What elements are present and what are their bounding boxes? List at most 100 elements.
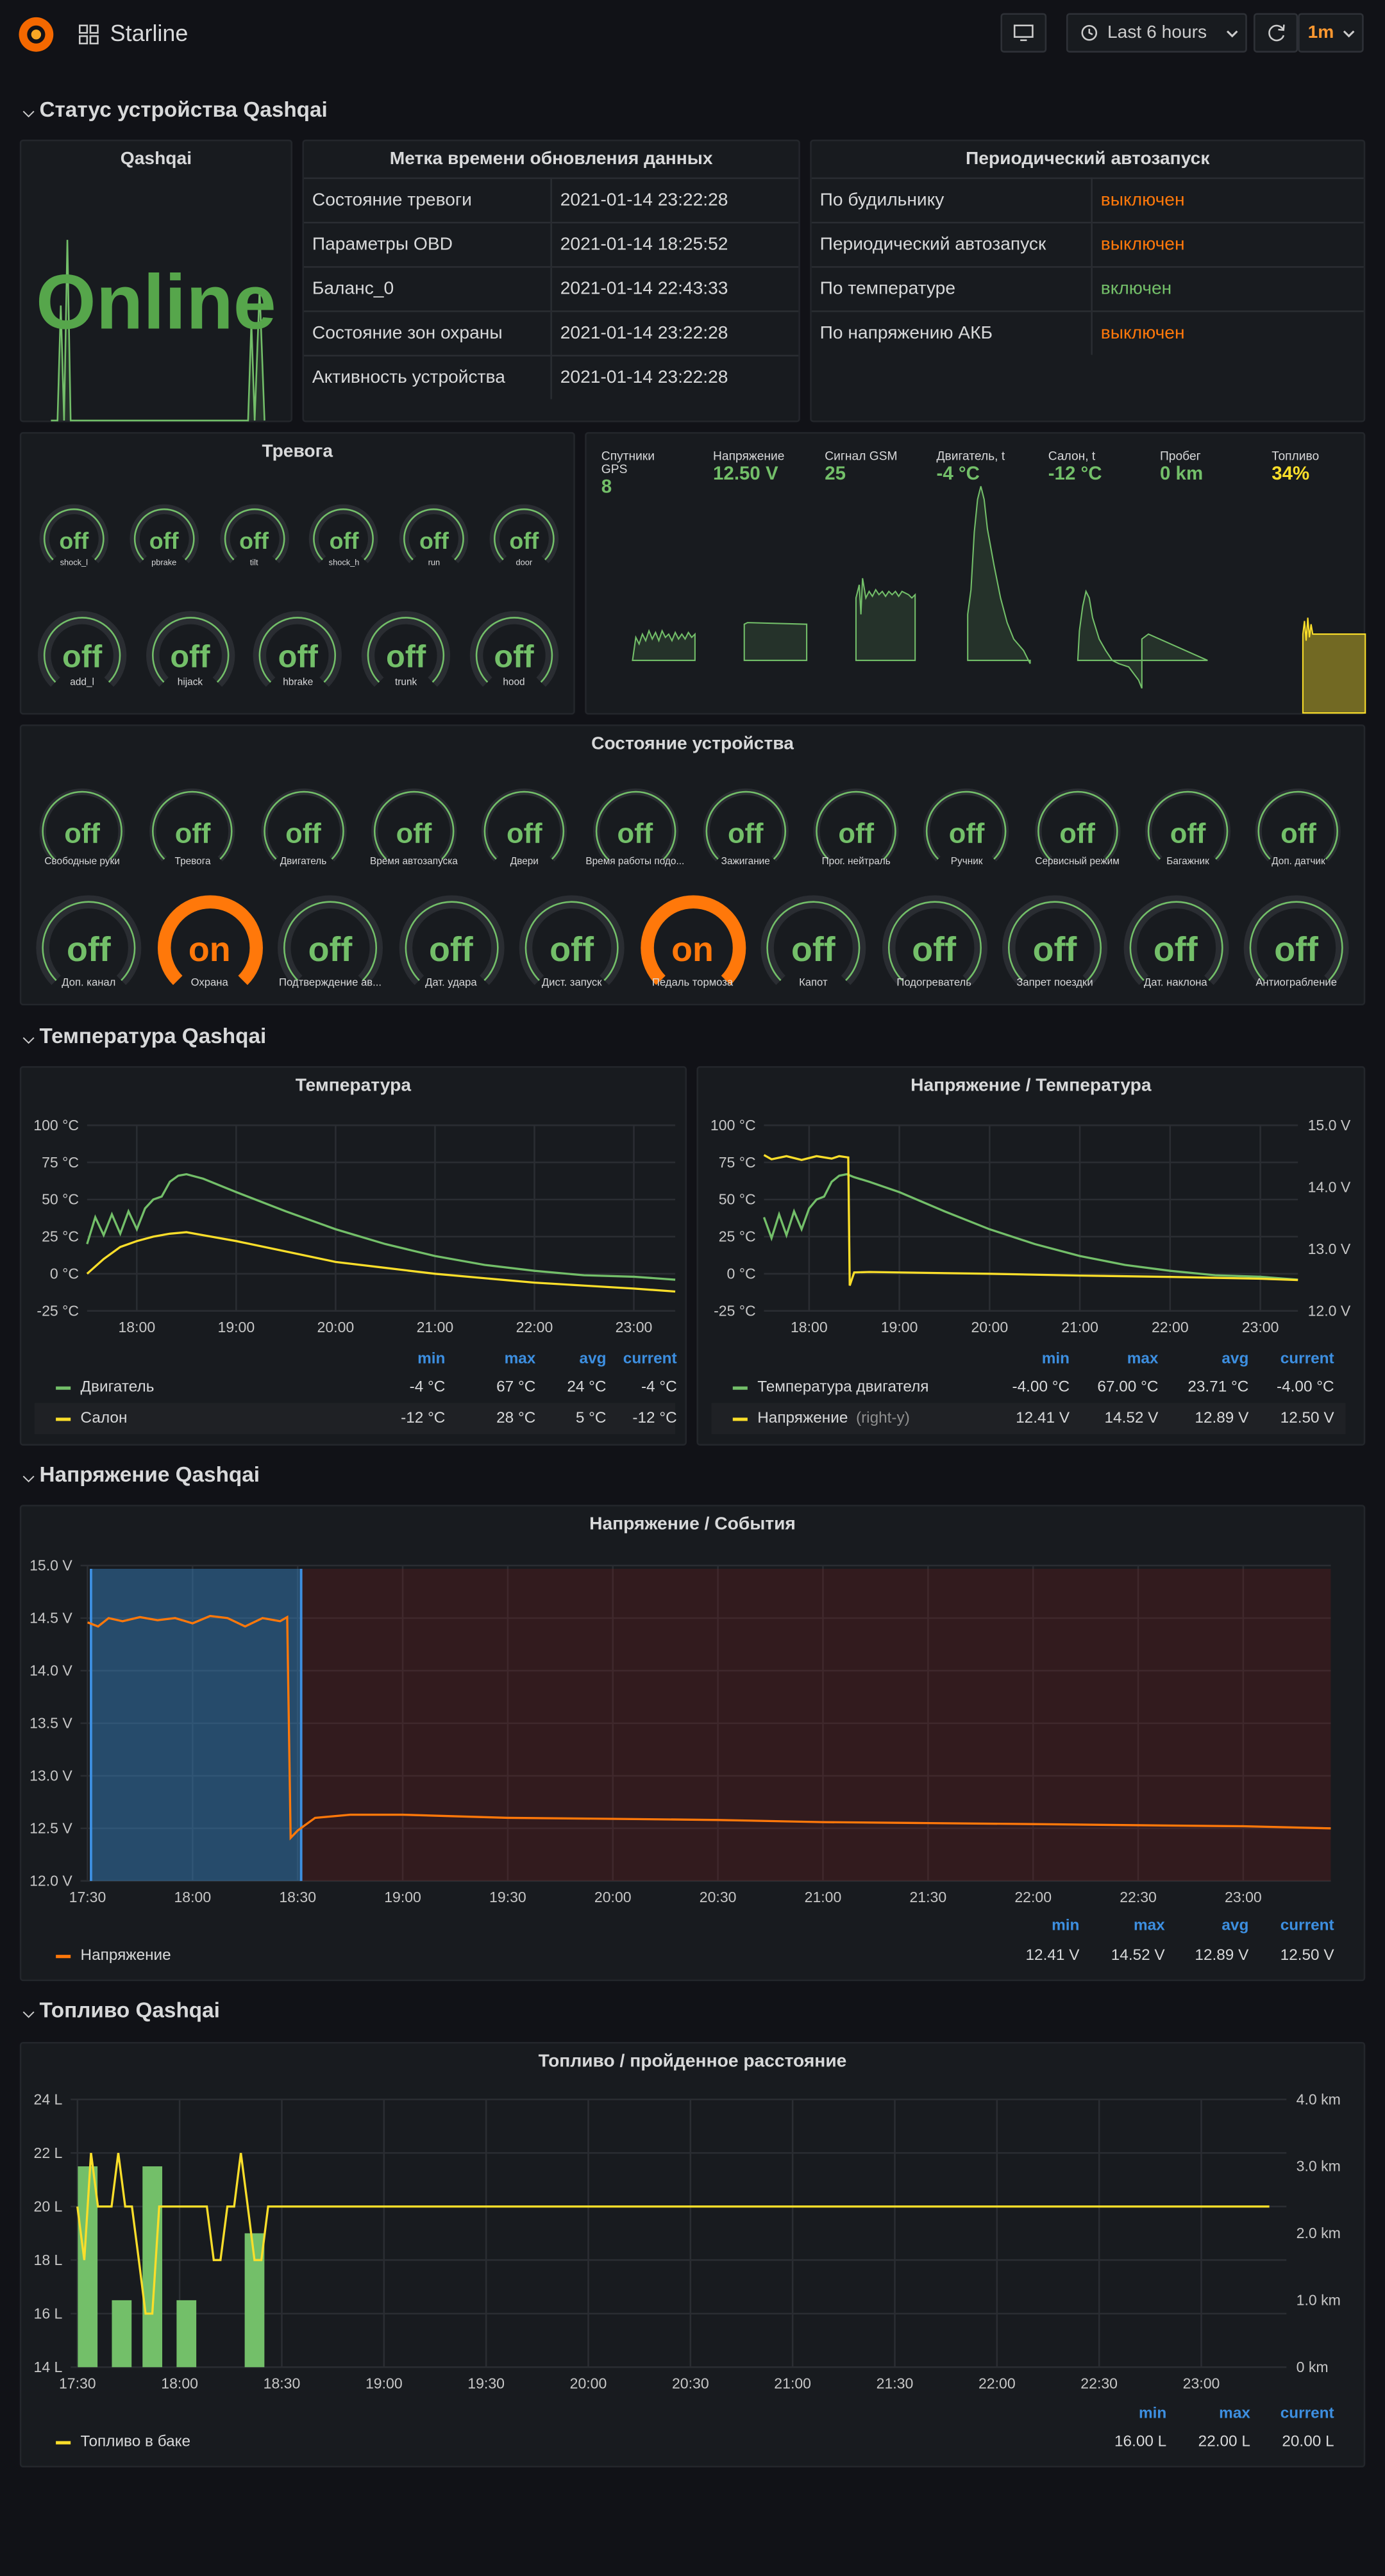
gauge-label: Прог. нейтраль [821,857,891,867]
gauge-value: off [278,640,318,676]
gauge-value: off [494,640,534,676]
series-line [87,1614,1331,1841]
dashboard-title[interactable]: Starline [110,19,189,46]
y-tick-label: 50 °C [719,1191,756,1208]
legend-value-min: -4.00 °C [1012,1378,1070,1396]
legend-series-name[interactable]: Температура двигателя [757,1378,929,1396]
gauge [489,504,559,564]
gauge-threshold [1258,790,1339,860]
timestamps-panel: Метка времени обновления данных Состояни… [302,139,800,422]
legend-series-name[interactable]: Салон [80,1409,128,1428]
panel-title: Метка времени обновления данных [389,149,713,169]
refresh-interval-picker[interactable]: 1m [1298,13,1364,53]
table-row: Периодический автозапуск выключен [811,221,1364,267]
legend-swatch[interactable] [56,1418,71,1421]
gauge-value: off [239,527,269,554]
qashqai-status-panel: Qashqai Online [19,139,293,422]
legend-series-name[interactable]: Напряжение [80,1946,171,1965]
legend-value-min: -12 °C [401,1409,446,1428]
monitor-icon [1013,24,1034,42]
legend-row-bg [711,1403,1346,1434]
gauge-threshold [594,790,676,860]
gauge-threshold [367,617,445,683]
row-label: По температуре [811,266,1093,312]
gauge-label: run [428,558,441,569]
gauge [1255,788,1341,862]
grafana-logo-icon[interactable] [15,13,58,56]
gauge-label: Антиограбление [1255,977,1337,989]
legend-series-name[interactable]: Топливо в баке [80,2432,191,2451]
legend-value-max: 28 °C [496,1409,536,1428]
panel-title: Напряжение / Температура [911,1076,1152,1096]
row-temperature-title[interactable]: ⌵ Температура Qashqai [23,1023,266,1048]
sparkline-gsm [855,578,916,662]
legend-value-current: -4 °C [641,1378,677,1396]
legend-row-bg [34,1403,676,1434]
legend-value-avg: 12.89 V [1195,1409,1249,1428]
tv-mode-button[interactable] [1000,13,1047,53]
gauge-label: Тревога [174,857,211,867]
gauge [881,895,987,985]
gauge-value: off [509,527,539,554]
row-label: Активность устройства [304,355,552,399]
gauge-threshold [43,508,105,560]
legend-swatch[interactable] [56,1386,71,1390]
legend-swatch[interactable] [56,2441,71,2445]
gauge [592,788,678,862]
y-tick-label: 75 °C [719,1154,756,1171]
timestamps-table: Состояние тревоги 2021-01-14 23:22:28 Пара… [304,177,799,399]
gauge-label: Охрана [190,977,228,989]
gauge [1034,788,1120,862]
legend-series-suffix: (right-y) [855,1409,910,1428]
row-voltage-title[interactable]: ⌵ Напряжение Qashqai [23,1462,260,1486]
table-row: По напряжению АКБ выключен [811,310,1364,355]
gauge-threshold [259,617,337,683]
row-fuel-title[interactable]: ⌵ Топливо Qashqai [23,1998,220,2022]
legend-swatch[interactable] [56,1955,71,1959]
panel-title: Температура [295,1076,412,1096]
y-tick-label: 14.0 V [29,1662,72,1679]
sparkline-gps [632,628,696,662]
gauge-threshold [766,901,860,982]
legend-series-name[interactable]: Двигатель [80,1378,155,1396]
y-tick-label: -25 °C [37,1302,79,1319]
legend-swatch[interactable] [732,1418,748,1421]
row-voltage-label: Напряжение Qashqai [39,1462,260,1487]
row-value: 2021-01-14 23:22:28 [551,177,799,223]
legend-swatch[interactable] [732,1386,748,1390]
x-tick-label: 22:30 [1120,1889,1157,1905]
y-tick-label: 12.0 V [29,1873,72,1889]
legend-value-max: 67.00 °C [1097,1378,1159,1396]
gauge-value: off [727,817,764,849]
gauge-threshold [816,790,896,860]
x-tick-label: 17:30 [59,2375,96,2392]
table-row: Баланс_0 2021-01-14 22:43:33 [304,266,799,312]
gauge-threshold [1037,790,1118,860]
gauge [482,788,567,862]
gauge-label: tilt [249,558,258,569]
gauge-threshold [887,901,981,982]
chevron-down-icon: ⌵ [22,103,35,121]
gauge-label: Багажник [1166,857,1209,867]
gauge-label: Доп. датчик [1272,857,1325,867]
stat-title: Салон, t [1048,448,1096,464]
legend-header-max: max [1219,2405,1250,2423]
row-status-title[interactable]: ⌵ Статус устройства Qashqai [23,97,328,121]
row-value: выключен [1091,310,1364,355]
x-tick-label: 23:00 [1242,1319,1279,1335]
sparkline-fuel [1302,617,1366,714]
gauge-label: Педаль тормоза [651,977,734,989]
stat-value: 8 [601,478,612,498]
refresh-button[interactable] [1254,13,1298,53]
gauge-value: off [617,817,653,849]
gauge-value: off [149,527,179,554]
gauge-value: off [329,527,359,554]
gauge [1145,788,1231,862]
voltage-events-chart: 15.0 V 14.5 V 14.0 V 13.5 V 13.0 V 12.5 V 12.0… [29,1557,1331,1905]
table-row: Состояние зон охраны 2021-01-14 23:22:28 [304,310,799,356]
time-range-picker[interactable]: Last 6 hours [1066,13,1247,53]
row-label: Периодический автозапуск [811,221,1093,267]
legend-series-name[interactable]: Напряжение [757,1409,848,1428]
dashboards-grid-icon[interactable] [78,24,99,45]
